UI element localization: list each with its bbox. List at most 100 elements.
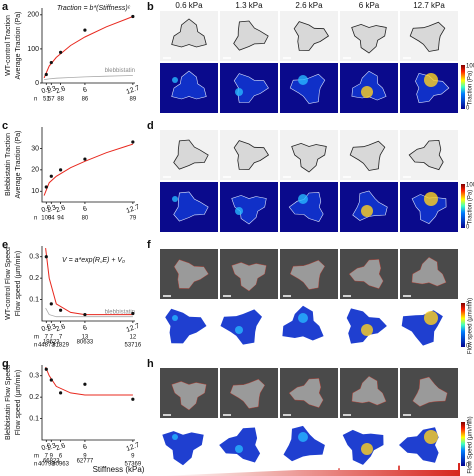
panel-letter: b xyxy=(147,1,154,13)
data-point xyxy=(49,302,53,306)
count: 7 xyxy=(50,335,54,341)
colorbar-max: 1000 xyxy=(466,183,474,189)
cell-outline xyxy=(173,259,209,289)
y-tick-label: 30 xyxy=(31,145,39,152)
y-tick-label: 0.1 xyxy=(29,415,39,422)
data-point xyxy=(83,28,87,32)
cell-outline xyxy=(411,256,447,287)
heatmap-hotspot xyxy=(172,434,178,440)
x-tick-label: 6 xyxy=(82,86,88,94)
y-tick-label: 0.2 xyxy=(29,394,39,401)
count: 12 xyxy=(130,335,137,341)
colorbar-label: Traction (Pa) xyxy=(468,71,474,105)
side-label: Blebbistatin Flow Speed xyxy=(5,365,12,440)
column-label: 0.6 kPa xyxy=(175,1,203,10)
x-tick-label: 1.3 xyxy=(46,323,58,333)
control-curve xyxy=(44,75,133,80)
panel-letter: f xyxy=(147,239,151,251)
count: 57 xyxy=(48,97,55,103)
heatmap-hotspot xyxy=(361,205,373,217)
fit-curve xyxy=(45,248,133,316)
panel-letter: a xyxy=(2,1,9,13)
data-point xyxy=(59,391,63,395)
heatmap-hotspot xyxy=(235,326,243,334)
heatmap-hotspot xyxy=(172,196,178,202)
colorbar xyxy=(461,65,465,109)
cell-outline xyxy=(289,259,326,290)
count: 94 xyxy=(57,216,64,222)
heatmap-hotspot xyxy=(361,86,373,98)
x-tick-label: 0.6 xyxy=(41,323,53,333)
count: 9 xyxy=(83,454,87,460)
x-tick-label: 6 xyxy=(82,443,88,451)
count-label: n xyxy=(34,462,37,468)
column-label: 6 kPa xyxy=(359,1,380,10)
count: 88 xyxy=(57,97,64,103)
x-tick-label: 0.6 xyxy=(41,442,53,452)
heatmap-cell xyxy=(282,305,324,341)
fit-curve xyxy=(43,143,134,196)
axes xyxy=(41,127,135,203)
panel-letter: g xyxy=(2,358,9,370)
cell-outline xyxy=(351,23,387,54)
colorbar-max: 2 xyxy=(466,302,470,308)
cell-outline xyxy=(173,139,209,170)
count: 80633 xyxy=(77,340,94,346)
cell-outline xyxy=(348,259,384,289)
colorbar-label: Flow speed (µm/min) xyxy=(468,298,474,354)
cell-outline xyxy=(171,381,207,411)
data-point xyxy=(131,14,135,19)
x-axis-label: Stiffness (kPa) xyxy=(93,465,145,474)
colorbar-max: 1 xyxy=(466,421,470,427)
y-tick-label: 0.1 xyxy=(29,296,39,303)
control-label: blebbistatin xyxy=(105,309,135,315)
cell-outline xyxy=(231,262,267,292)
y-axis-label: Flow speed (µm/min) xyxy=(15,370,22,436)
data-point xyxy=(83,157,87,161)
count: 53716 xyxy=(125,343,142,349)
count: 40798 xyxy=(38,462,55,468)
panel-letter: c xyxy=(2,120,8,132)
x-tick-label: 12.7 xyxy=(125,442,140,453)
y-tick-label: 100 xyxy=(27,46,39,53)
side-label: Blebbistatin Traction xyxy=(5,133,12,196)
count: 7 xyxy=(45,335,49,341)
count: 57369 xyxy=(125,462,142,468)
heatmap-hotspot xyxy=(172,315,178,321)
colorbar-min: 0 xyxy=(466,225,470,231)
count: 94 xyxy=(48,216,55,222)
cell-outline xyxy=(229,378,266,409)
panel-letter: d xyxy=(147,120,154,132)
x-tick-label: 0.6 xyxy=(41,85,53,95)
cell-outline xyxy=(171,18,207,48)
y-tick-label: 20 xyxy=(31,167,39,174)
cell-outline xyxy=(349,140,386,171)
heatmap-hotspot xyxy=(424,73,438,87)
cell-outline xyxy=(408,139,444,171)
column-label: 1.3 kPa xyxy=(235,1,263,10)
heatmap-hotspot xyxy=(298,432,308,442)
x-tick-label: 12.7 xyxy=(125,323,140,334)
cell-outline xyxy=(293,21,330,51)
count: 89 xyxy=(130,97,137,103)
column-label: 12.7 kPa xyxy=(413,1,445,10)
side-label: WT-control Traction xyxy=(5,15,12,76)
x-tick-label: 12.7 xyxy=(125,85,140,96)
heatmap-hotspot xyxy=(424,311,438,325)
count-label: n xyxy=(34,343,37,349)
axes xyxy=(41,246,135,322)
x-tick-label: 0.6 xyxy=(41,204,53,214)
x-tick-label: 2.6 xyxy=(55,323,67,333)
colorbar-min: 0 xyxy=(466,344,470,350)
heatmap-hotspot xyxy=(298,75,308,85)
heatmap-cell xyxy=(231,195,267,225)
heatmap-hotspot xyxy=(298,194,308,204)
heatmap-hotspot xyxy=(424,192,438,206)
heatmap-hotspot xyxy=(235,445,243,453)
data-point xyxy=(44,72,48,77)
count: 7 xyxy=(45,454,49,460)
y-tick-label: 0 xyxy=(35,80,39,87)
count: 44873 xyxy=(38,343,55,349)
heatmap-cell xyxy=(351,70,387,101)
heatmap-cell xyxy=(352,190,388,221)
